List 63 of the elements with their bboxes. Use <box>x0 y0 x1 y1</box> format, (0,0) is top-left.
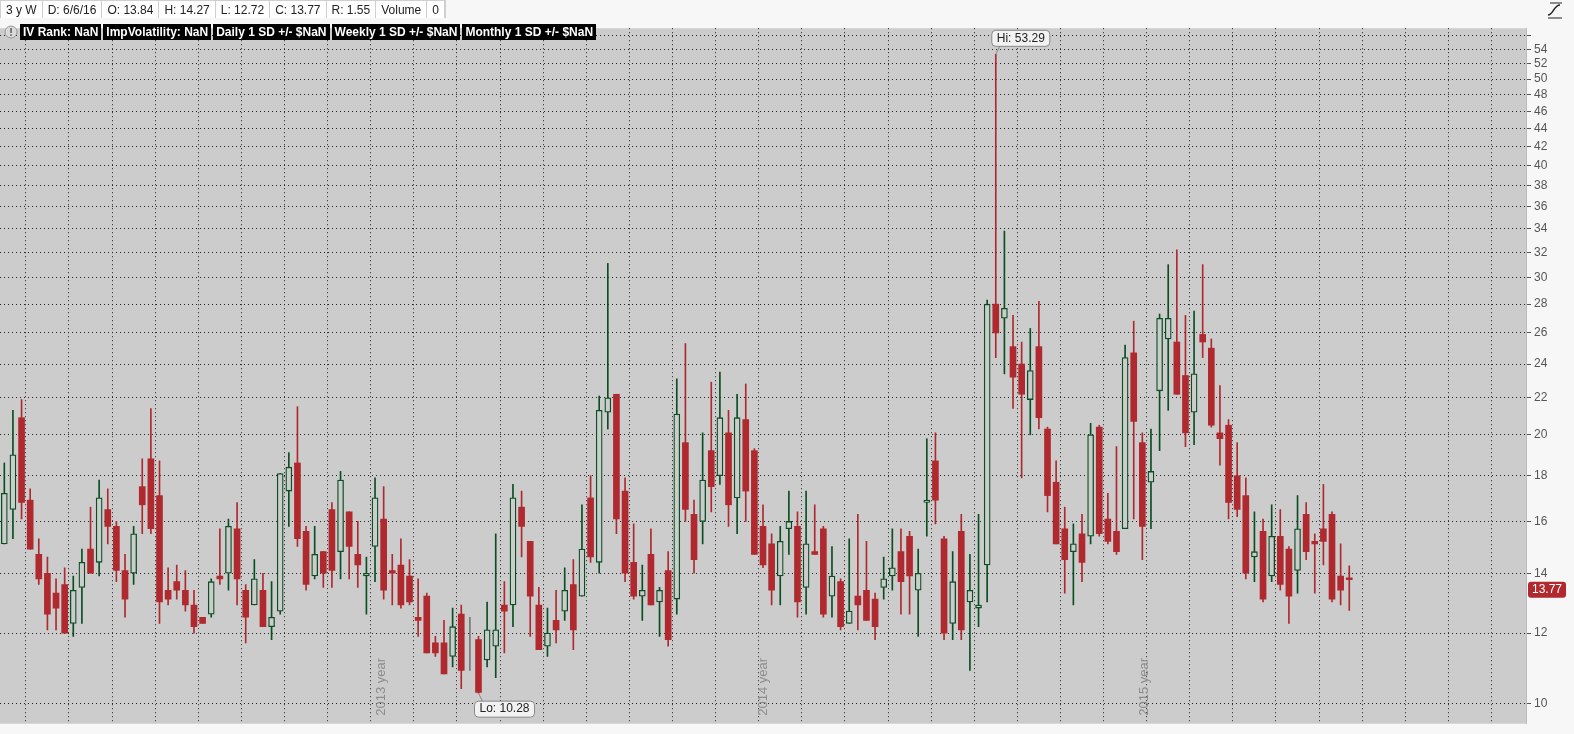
y-tick-label: 30 <box>1534 269 1548 284</box>
annotation: ImpVolatility: NaN <box>103 24 212 40</box>
annotation: 2014 year <box>754 657 770 716</box>
y-tick-label: 22 <box>1534 390 1548 405</box>
candlestick <box>1164 264 1172 411</box>
text: 3 y W <box>1 1 43 19</box>
candlestick <box>1147 428 1155 530</box>
y-tick-label: 16 <box>1534 513 1548 528</box>
annotation: Weekly 1 SD +/- $NaN <box>331 24 461 40</box>
candlestick <box>492 533 500 678</box>
candlestick <box>811 504 819 555</box>
y-tick-label: 52 <box>1534 56 1548 71</box>
candlestick <box>354 521 362 588</box>
annotation: Lo: 10.28 <box>479 701 530 716</box>
candlestick <box>1199 264 1207 358</box>
y-tick-label: 18 <box>1534 468 1548 483</box>
candlestick <box>992 54 1000 358</box>
candlestick <box>604 263 612 430</box>
y-tick-label: 26 <box>1534 325 1548 340</box>
y-tick-label: 42 <box>1534 139 1548 154</box>
candlestick <box>888 528 896 591</box>
y-tick-label: 12 <box>1534 625 1548 640</box>
y-tick-label: 50 <box>1534 71 1548 86</box>
y-tick-label: 20 <box>1534 427 1548 442</box>
annotation: Daily 1 SD +/- $NaN <box>213 24 330 40</box>
text: D: 6/6/16 <box>42 1 103 19</box>
candlestick <box>638 564 646 621</box>
text: H: 14.27 <box>159 1 216 19</box>
candlestick <box>388 553 396 606</box>
annotation: Hi: 53.29 <box>996 30 1046 45</box>
y-tick-label: 28 <box>1534 296 1548 311</box>
y-tick-label: 14 <box>1534 565 1548 580</box>
candlestick <box>138 458 146 535</box>
candlestick <box>785 490 793 555</box>
y-tick-label: 36 <box>1534 198 1548 213</box>
annotation: Monthly 1 SD +/- $NaN <box>462 24 597 40</box>
annotation: 2013 year <box>373 657 389 716</box>
y-tick-label: 44 <box>1534 121 1548 136</box>
candlestick <box>923 438 931 537</box>
y-tick-label: 46 <box>1534 103 1548 118</box>
y-tick-label: 48 <box>1534 87 1548 102</box>
text: C: 13.77 <box>270 1 327 19</box>
text: Volume <box>376 1 428 19</box>
candlestick <box>1345 565 1353 611</box>
candlestick <box>414 578 422 637</box>
candlestick <box>966 553 974 671</box>
annotation: IV Rank: NaN <box>20 24 102 40</box>
y-tick-label: 38 <box>1534 177 1548 192</box>
text: 13.77 <box>1532 582 1563 596</box>
y-tick-label: 32 <box>1534 244 1548 259</box>
text: O: 13.84 <box>102 1 160 19</box>
candlestick <box>845 538 853 624</box>
y-tick-label: 40 <box>1534 158 1548 173</box>
y-tick-label: 34 <box>1534 221 1548 236</box>
y-tick-label: 54 <box>1534 41 1548 56</box>
text: 0 <box>427 1 445 19</box>
y-tick-label: 10 <box>1534 696 1548 711</box>
text: R: 1.55 <box>326 1 377 19</box>
candlestick <box>1311 533 1319 594</box>
candlestick <box>914 548 922 637</box>
y-tick-label: 24 <box>1534 356 1548 371</box>
text: L: 12.72 <box>215 1 271 19</box>
annotation: 2015 year <box>1136 657 1152 716</box>
